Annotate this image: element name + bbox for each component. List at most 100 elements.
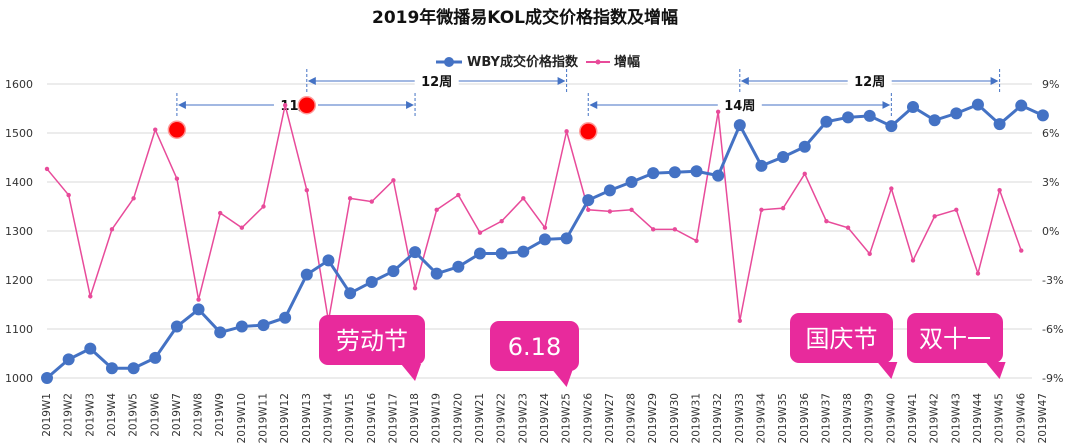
index-point-2019W47 (1036, 109, 1049, 122)
index-point-2019W19 (430, 267, 443, 280)
y-left-tick-label: 1300 (5, 225, 33, 238)
growth-point-2019W35 (780, 205, 786, 211)
growth-point-2019W16 (369, 199, 374, 204)
growth-point-2019W17 (391, 178, 396, 183)
growth-point-2019W15 (347, 196, 353, 201)
x-tick-label: 2019W19 (431, 393, 443, 443)
callout: 劳动节 (319, 315, 425, 381)
index-point-2019W3 (84, 342, 97, 355)
growth-point-2019W2 (66, 192, 71, 198)
index-point-2019W32 (712, 169, 725, 182)
index-point-2019W13 (300, 268, 313, 281)
growth-point-2019W21 (477, 230, 483, 235)
index-point-2019W28 (625, 176, 638, 188)
growth-point-2019W43 (954, 207, 959, 212)
growth-point-2019W1 (44, 166, 50, 172)
growth-point-2019W13 (304, 187, 309, 193)
x-tick-label: 2019W5 (128, 393, 140, 437)
x-tick-label: 2019W35 (777, 393, 789, 443)
x-tick-label: 2019W44 (972, 393, 984, 444)
x-tick-label: 2019W2 (63, 393, 75, 437)
index-point-2019W40 (885, 120, 898, 133)
index-point-2019W34 (755, 159, 768, 172)
index-point-2019W31 (690, 165, 703, 178)
index-point-2019W7 (170, 320, 183, 333)
growth-point-2019W37 (824, 219, 829, 224)
x-tick-label: 2019W16 (366, 393, 378, 444)
index-point-2019W4 (105, 362, 118, 375)
index-point-2019W33 (733, 119, 746, 132)
x-tick-label: 2019W20 (452, 393, 464, 443)
growth-point-2019W32 (715, 109, 721, 114)
index-point-2019W14 (322, 254, 335, 267)
x-tick-label: 2019W40 (885, 393, 897, 443)
index-point-2019W36 (798, 140, 811, 153)
index-point-2019W35 (777, 151, 790, 164)
growth-point-2019W8 (196, 297, 201, 302)
x-tick-label: 2019W15 (344, 393, 356, 443)
y-right-tick-label: -6% (1042, 323, 1063, 336)
index-point-2019W44 (971, 98, 984, 111)
x-tick-label: 2019W34 (755, 393, 767, 444)
highlight-point-2019W7 (167, 120, 187, 139)
growth-point-2019W30 (672, 227, 678, 232)
index-point-2019W5 (127, 362, 140, 375)
index-point-2019W18 (409, 246, 422, 259)
callout-pointer (877, 362, 898, 379)
x-tick-label: 2019W4 (106, 393, 118, 437)
growth-point-2019W25 (564, 129, 569, 134)
index-point-2019W11 (257, 319, 270, 332)
index-point-2019W37 (820, 115, 833, 128)
y-right-tick-label: 0% (1042, 225, 1059, 238)
growth-point-2019W10 (239, 225, 245, 230)
x-tick-label: 2019W46 (1015, 393, 1027, 444)
span-label: 12周 (854, 75, 885, 90)
index-point-2019W39 (863, 109, 876, 122)
x-tick-label: 2019W37 (820, 393, 832, 443)
x-tick-label: 2019W6 (149, 393, 161, 437)
x-tick-label: 2019W10 (236, 393, 248, 443)
x-tick-label: 2019W17 (387, 393, 399, 443)
index-point-2019W25 (560, 232, 573, 245)
x-tick-label: 2019W30 (669, 393, 681, 443)
index-point-2019W23 (517, 245, 530, 258)
x-tick-label: 2019W7 (171, 393, 183, 437)
x-tick-label: 2019W32 (712, 393, 724, 443)
span-label: 14周 (724, 99, 755, 114)
growth-point-2019W5 (131, 196, 136, 201)
growth-point-2019W23 (521, 196, 526, 201)
growth-point-2019W34 (759, 207, 764, 212)
index-point-2019W24 (538, 233, 551, 246)
growth-point-2019W19 (434, 207, 439, 212)
span-label-bg (717, 95, 762, 115)
growth-point-2019W38 (845, 225, 851, 230)
growth-point-2019W9 (218, 210, 223, 216)
index-point-2019W2 (62, 353, 75, 366)
index-point-2019W45 (993, 118, 1006, 131)
growth-point-2019W45 (997, 187, 1002, 193)
x-tick-label: 2019W41 (907, 393, 919, 443)
y-right-tick-label: 9% (1042, 78, 1059, 91)
growth-point-2019W33 (737, 318, 742, 324)
growth-point-2019W24 (542, 225, 548, 230)
callout-label: 双十一 (919, 325, 991, 353)
index-point-2019W20 (452, 260, 465, 273)
index-point-2019W6 (149, 351, 162, 364)
span-label: 12周 (421, 75, 452, 90)
growth-point-2019W28 (629, 207, 634, 212)
callout-label: 劳动节 (336, 327, 408, 355)
growth-point-2019W31 (694, 238, 699, 243)
x-tick-label: 2019W1 (41, 393, 53, 437)
growth-point-2019W12 (282, 103, 288, 108)
x-tick-label: 2019W18 (409, 393, 421, 443)
callout-box (319, 315, 425, 365)
growth-point-2019W11 (261, 204, 266, 209)
x-tick-label: 2019W3 (84, 393, 96, 437)
x-tick-label: 2019W43 (950, 393, 962, 443)
x-tick-label: 2019W26 (582, 393, 594, 444)
callout: 6.18 (490, 321, 579, 387)
growth-point-2019W44 (975, 271, 981, 276)
callout-box (490, 321, 579, 371)
growth-point-2019W3 (88, 294, 93, 299)
